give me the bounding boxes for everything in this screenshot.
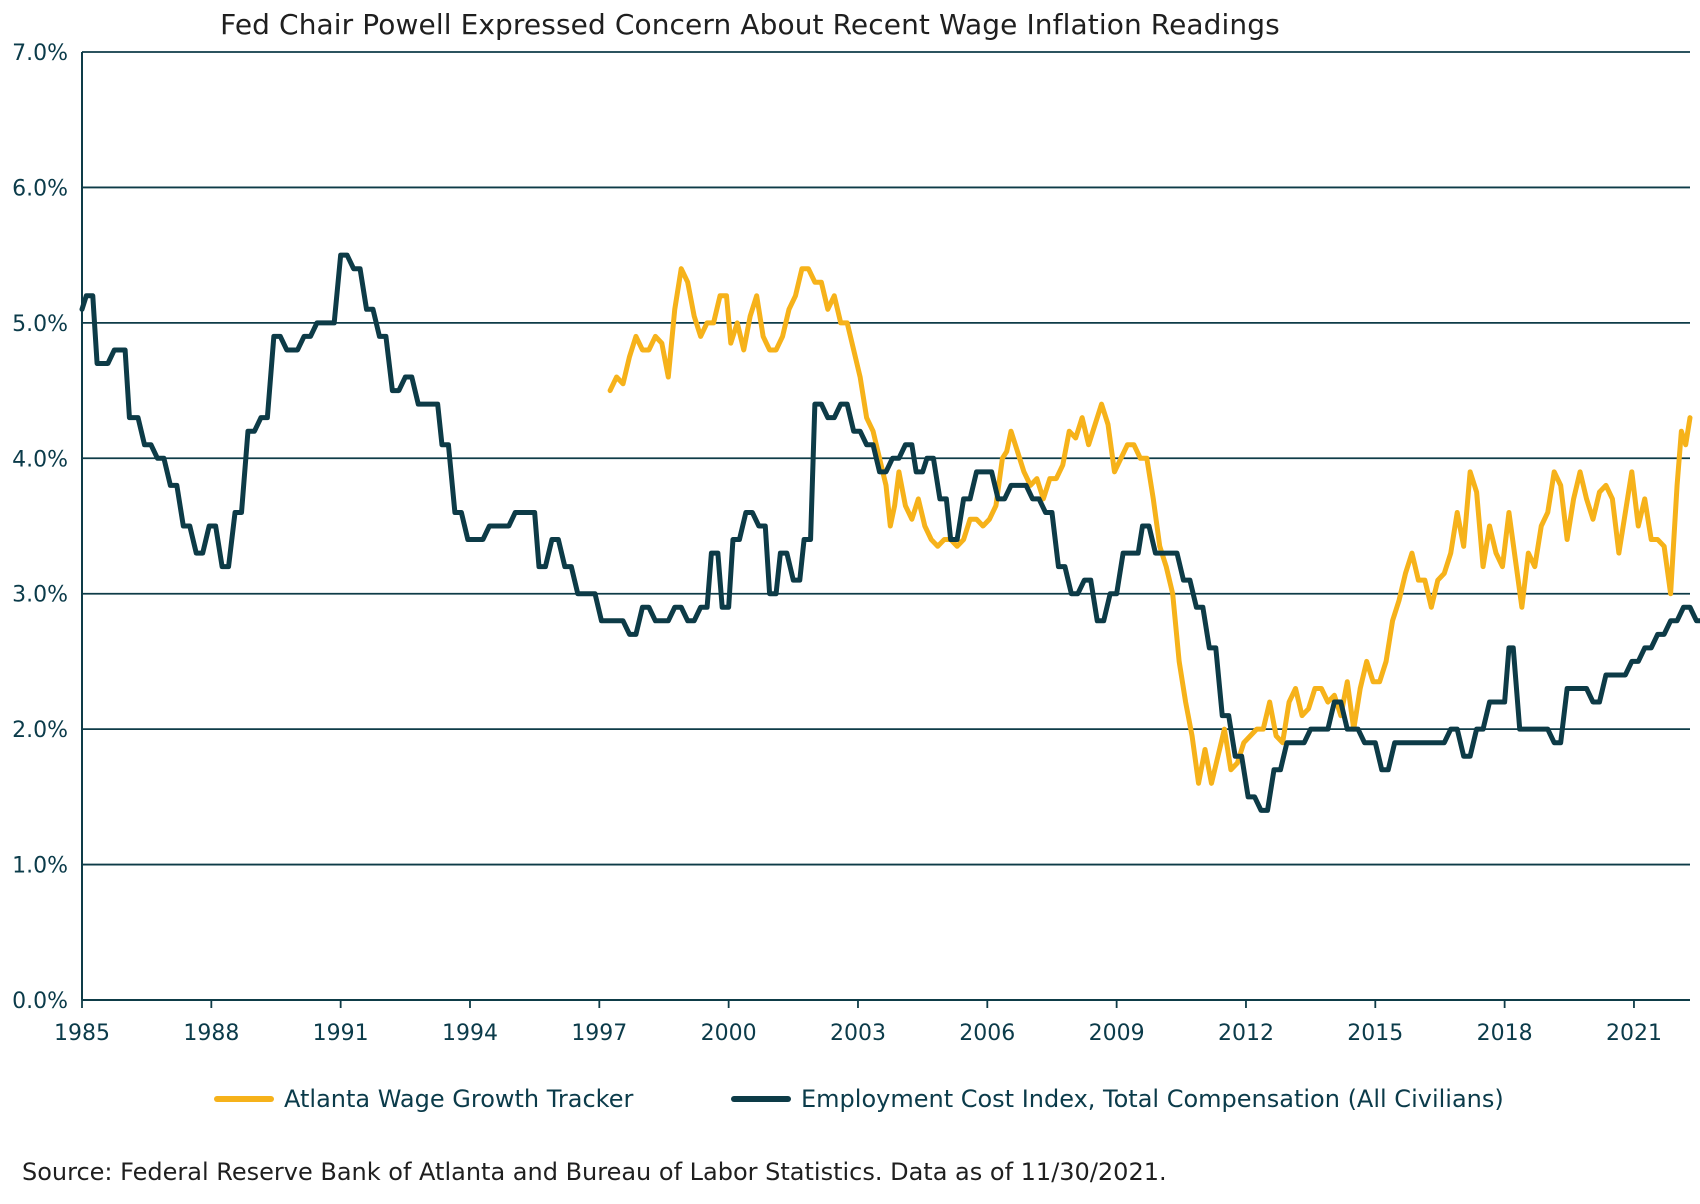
- y-tick-label: 1.0%: [12, 854, 68, 879]
- y-tick-label: 5.0%: [12, 312, 68, 337]
- y-tick-label: 4.0%: [12, 447, 68, 472]
- x-tick-label: 2012: [1218, 1021, 1274, 1046]
- grid-layer: [82, 51, 1690, 1001]
- x-tick-label: 1988: [183, 1021, 239, 1046]
- x-tick-label: 2009: [1089, 1021, 1145, 1046]
- legend-label-eci: Employment Cost Index, Total Compensatio…: [801, 1085, 1504, 1113]
- legend-label-atlanta: Atlanta Wage Growth Tracker: [284, 1085, 634, 1113]
- x-tick-label: 2015: [1347, 1021, 1403, 1046]
- series-layer: [79, 252, 1700, 813]
- legend: Atlanta Wage Growth Tracker Employment C…: [0, 1085, 1700, 1125]
- x-tick-label: 2021: [1606, 1021, 1662, 1046]
- y-tick-label: 6.0%: [12, 176, 68, 201]
- y-tick-label: 7.0%: [12, 41, 68, 66]
- legend-item-eci: Employment Cost Index, Total Compensatio…: [731, 1085, 1504, 1113]
- x-tick-label: 1994: [442, 1021, 498, 1046]
- legend-item-atlanta: Atlanta Wage Growth Tracker: [214, 1085, 633, 1113]
- y-tick-label: 0.0%: [12, 989, 68, 1014]
- x-tick-label: 2003: [830, 1021, 886, 1046]
- y-tick-label: 3.0%: [12, 583, 68, 608]
- x-tick-label: 1991: [313, 1021, 369, 1046]
- x-tick-label: 1997: [571, 1021, 627, 1046]
- chart-title: Fed Chair Powell Expressed Concern About…: [220, 8, 1280, 41]
- x-tick-label: 1985: [54, 1021, 110, 1046]
- y-tick-label: 2.0%: [12, 718, 68, 743]
- x-tick-label: 2006: [959, 1021, 1015, 1046]
- series-line-eci: [79, 252, 1700, 813]
- source-note: Source: Federal Reserve Bank of Atlanta …: [22, 1158, 1167, 1186]
- legend-swatch-atlanta: [214, 1096, 274, 1102]
- axis-layer: 0.0% 1.0% 2.0% 3.0% 4.0% 5.0% 6.0% 7.0% 1985 1988…: [12, 41, 1690, 1046]
- x-tick-label: 2018: [1477, 1021, 1533, 1046]
- x-tick-label: 2000: [701, 1021, 757, 1046]
- series-line-atlanta: [607, 266, 1693, 786]
- legend-swatch-eci: [731, 1096, 791, 1102]
